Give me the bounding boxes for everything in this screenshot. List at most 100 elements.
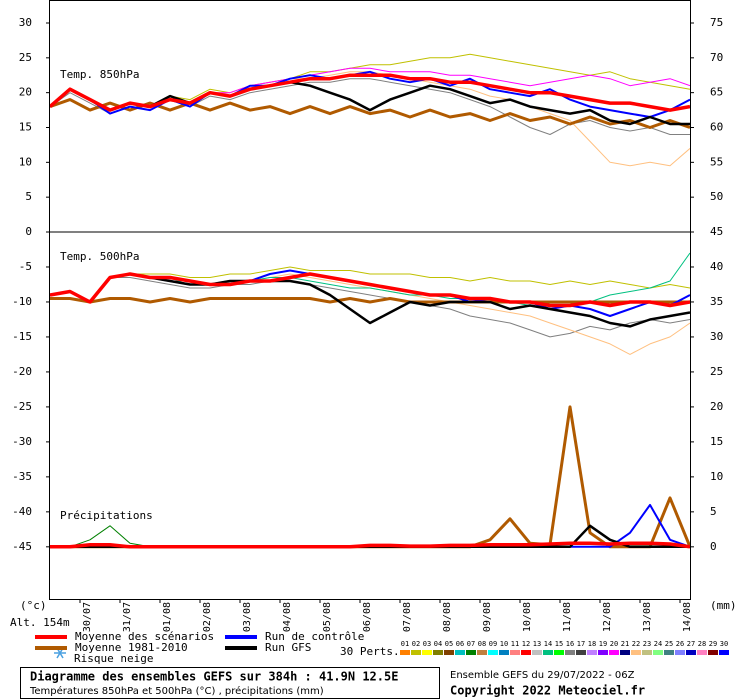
y-tick-label: 5 (25, 190, 32, 203)
pert-code: 27 (687, 640, 695, 648)
x-tick-label: 30/07 (82, 602, 93, 632)
pert-swatch (433, 650, 443, 655)
pert-swatch (631, 650, 641, 655)
x-tick-label: 10/08 (522, 602, 533, 632)
pert-code: 12 (522, 640, 530, 648)
pert-code: 25 (665, 640, 673, 648)
series-line (50, 266, 690, 303)
y-tick-label: -15 (12, 330, 32, 343)
pert-code: 26 (676, 640, 684, 648)
series-line (50, 73, 690, 112)
pert-swatch (455, 650, 465, 655)
y2-tick-label: 0 (710, 540, 717, 553)
pert-code: 29 (709, 640, 717, 648)
pert-code: 03 (423, 640, 431, 648)
pert-swatch (444, 650, 454, 655)
pert-swatch (642, 650, 652, 655)
x-tick-label: 04/08 (282, 602, 293, 632)
y2-tick-label: 35 (710, 295, 723, 308)
pert-swatch (466, 650, 476, 655)
pert-code: 09 (489, 640, 497, 648)
panel-label: Temp. 500hPa (60, 250, 139, 263)
pert-code: 24 (654, 640, 662, 648)
x-tick-label: 09/08 (482, 602, 493, 632)
pert-swatch (587, 650, 597, 655)
pert-code: 20 (610, 640, 618, 648)
pert-code: 05 (445, 640, 453, 648)
pert-code: 19 (599, 640, 607, 648)
y2-tick-label: 40 (710, 260, 723, 273)
legend-label: Run de contrôle (265, 630, 364, 643)
pert-swatch (719, 650, 729, 655)
pert-swatch (411, 650, 421, 655)
legend-label: Risque neige (74, 652, 153, 665)
y2-tick-label: 70 (710, 51, 723, 64)
pert-swatch (543, 650, 553, 655)
panel-label: Précipitations (60, 509, 153, 522)
series-line (50, 541, 690, 549)
pert-swatch (598, 650, 608, 655)
y-tick-label: -5 (19, 260, 32, 273)
y2-tick-label: 15 (710, 435, 723, 448)
y-tick-label: 15 (19, 120, 32, 133)
x-tick-label: 11/08 (562, 602, 573, 632)
pert-code: 22 (632, 640, 640, 648)
y-tick-label: -30 (12, 435, 32, 448)
pert-swatch (477, 650, 487, 655)
pert-code: 21 (621, 640, 629, 648)
pert-swatch (708, 650, 718, 655)
y-tick-label: 10 (19, 155, 32, 168)
pert-code: 07 (467, 640, 475, 648)
y2-tick-label: 65 (710, 86, 723, 99)
y-tick-label: -20 (12, 365, 32, 378)
footer-title: Diagramme des ensembles GEFS sur 384h : … (30, 670, 398, 684)
series-line (50, 70, 690, 118)
x-tick-label: 02/08 (202, 602, 213, 632)
panel-label: Temp. 850hPa (60, 68, 139, 81)
series-line (50, 405, 690, 549)
pert-code: 28 (698, 640, 706, 648)
legend-label: Moyenne des scénarios (75, 630, 214, 643)
pert-code: 18 (588, 640, 596, 648)
pert-swatch (554, 650, 564, 655)
pert-code: 08 (478, 640, 486, 648)
y2-tick-label: 55 (710, 155, 723, 168)
x-tick-label: 08/08 (442, 602, 453, 632)
y-tick-label: 20 (19, 86, 32, 99)
pert-code: 10 (500, 640, 508, 648)
x-tick-label: 13/08 (642, 602, 653, 632)
y2-tick-label: 50 (710, 190, 723, 203)
y2-tick-label: 30 (710, 330, 723, 343)
x-tick-label: 06/08 (362, 602, 373, 632)
pert-code: 30 (720, 640, 728, 648)
y2-tick-label: 60 (710, 120, 723, 133)
pert-swatch (488, 650, 498, 655)
y-tick-label: 0 (25, 225, 32, 238)
pert-swatch (620, 650, 630, 655)
pert-swatch (400, 650, 410, 655)
perts-label: 30 Perts. (340, 645, 400, 658)
series-group (50, 252, 690, 549)
pert-code: 02 (412, 640, 420, 648)
y-tick-label: -35 (12, 470, 32, 483)
pert-code: 14 (544, 640, 552, 648)
legend-label: Run GFS (265, 641, 311, 654)
pert-swatch (521, 650, 531, 655)
pert-swatch (686, 650, 696, 655)
pert-code: 16 (566, 640, 574, 648)
pert-swatch (565, 650, 575, 655)
pert-code: 11 (511, 640, 519, 648)
x-tick-label: 03/08 (242, 602, 253, 632)
pert-code: 06 (456, 640, 464, 648)
footer-box (20, 667, 440, 699)
pert-code: 04 (434, 640, 442, 648)
pert-swatch (609, 650, 619, 655)
y2-tick-label: 10 (710, 470, 723, 483)
pert-swatch (653, 650, 663, 655)
series-line (50, 277, 690, 338)
y-tick-label: -45 (12, 540, 32, 553)
y2-tick-label: 25 (710, 365, 723, 378)
pert-code: 01 (401, 640, 409, 648)
x-tick-label: 05/08 (322, 602, 333, 632)
